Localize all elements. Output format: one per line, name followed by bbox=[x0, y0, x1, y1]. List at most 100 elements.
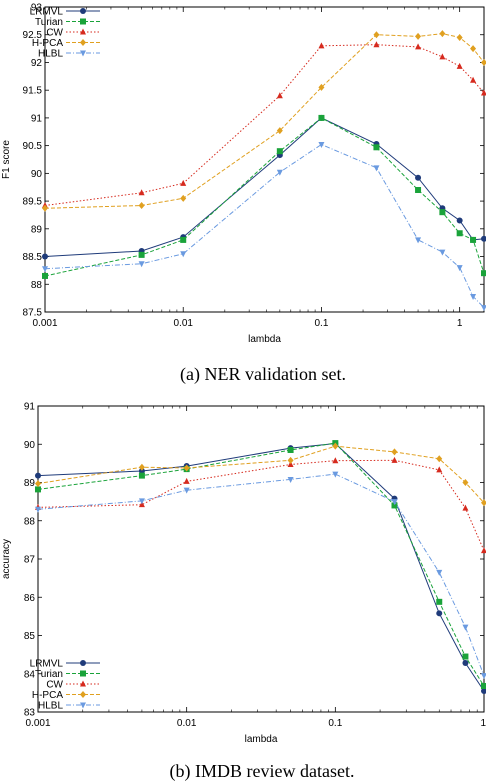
imdb-data-point bbox=[462, 479, 469, 486]
imdb-data-point bbox=[436, 569, 443, 576]
imdb-data-point bbox=[391, 499, 398, 506]
ner-data-point bbox=[42, 253, 48, 260]
ner-data-point bbox=[415, 43, 422, 50]
ner-data-point bbox=[470, 236, 477, 243]
ner-data-point bbox=[373, 165, 380, 172]
imdb-ytick-label: 90 bbox=[24, 440, 36, 451]
imdb-legend-marker bbox=[80, 660, 86, 666]
ner-data-point bbox=[456, 265, 463, 272]
ner-ytick-label: 92 bbox=[31, 58, 43, 69]
imdb-data-point bbox=[138, 468, 145, 475]
imdb-legend-marker bbox=[80, 691, 86, 698]
ner-ytick-label: 89 bbox=[31, 224, 43, 235]
ner-data-point bbox=[318, 114, 325, 121]
ner-y-axis-label: F1 score bbox=[1, 140, 12, 179]
imdb-legend-marker bbox=[80, 680, 86, 687]
ner-xtick-label: 0.01 bbox=[173, 318, 193, 329]
ner-ytick-label: 89.5 bbox=[23, 197, 43, 208]
imdb-x-axis-label: lambda bbox=[245, 734, 278, 745]
imdb-legend-label: LRMVL bbox=[30, 659, 64, 670]
ner-x-axis-label: lambda bbox=[248, 334, 281, 345]
ner-data-point bbox=[276, 169, 283, 176]
ner-ytick-label: 87.5 bbox=[23, 308, 43, 319]
ner-data-point bbox=[439, 30, 446, 38]
imdb-series-line bbox=[37, 473, 485, 676]
imdb-data-point bbox=[35, 480, 41, 488]
ner-data-point bbox=[138, 202, 145, 210]
imdb-legend-label: HLBL bbox=[38, 701, 63, 712]
ner-data-point bbox=[373, 144, 380, 151]
imdb-series-line bbox=[37, 442, 485, 687]
imdb-ytick-label: 88 bbox=[24, 516, 36, 527]
ner-data-point bbox=[276, 127, 283, 135]
imdb-data-point bbox=[35, 472, 41, 479]
imdb-data-point bbox=[332, 442, 339, 450]
imdb-legend-label: H-PCA bbox=[32, 690, 63, 701]
imdb-ytick-label: 83 bbox=[24, 708, 36, 719]
ner-plot-frame bbox=[44, 6, 485, 313]
ner-series-line bbox=[44, 44, 485, 206]
ner-data-point bbox=[42, 204, 48, 212]
ner-data-point bbox=[42, 266, 48, 273]
imdb-data-point bbox=[183, 477, 190, 484]
imdb-data-point bbox=[391, 502, 398, 509]
imdb-data-point bbox=[138, 463, 145, 471]
imdb-data-point bbox=[183, 464, 190, 472]
ner-data-point bbox=[180, 194, 187, 202]
imdb-data-point bbox=[436, 610, 443, 617]
imdb-data-point bbox=[462, 504, 469, 511]
ner-xtick-label: 0.001 bbox=[32, 318, 57, 329]
ner-series-line bbox=[44, 33, 485, 209]
ner-data-point bbox=[481, 235, 486, 242]
imdb-ytick-label: 91 bbox=[24, 402, 36, 413]
imdb-xtick-label: 0.01 bbox=[177, 718, 197, 729]
imdb-series-h-pca bbox=[35, 442, 486, 507]
ner-ytick-label: 92.5 bbox=[23, 30, 43, 41]
ner-caption: (a) NER validation set. bbox=[180, 364, 346, 385]
imdb-legend-label: CW bbox=[46, 680, 63, 691]
imdb-data-point bbox=[183, 487, 190, 494]
ner-series-cw bbox=[42, 41, 486, 209]
imdb-data-point bbox=[436, 466, 443, 473]
ner-legend-marker bbox=[80, 39, 86, 46]
ner-legend-label: Turian bbox=[35, 17, 63, 28]
ner-ytick-label: 88 bbox=[31, 280, 43, 291]
imdb-data-point bbox=[481, 673, 486, 680]
ner-xtick-label: 0.1 bbox=[314, 318, 328, 329]
ner-data-point bbox=[42, 272, 48, 279]
ner-data-point bbox=[470, 293, 477, 300]
imdb-series-lrmvl bbox=[35, 440, 486, 694]
imdb-series-cw bbox=[35, 456, 486, 554]
imdb-data-point bbox=[287, 476, 294, 483]
ner-data-point bbox=[456, 62, 463, 69]
imdb-data-point bbox=[332, 457, 339, 464]
ner-legend-marker bbox=[80, 18, 86, 25]
imdb-series-line bbox=[37, 445, 485, 504]
ner-legend-marker bbox=[80, 8, 86, 14]
imdb-data-point bbox=[287, 461, 294, 468]
ner-data-point bbox=[456, 230, 463, 237]
imdb-data-point bbox=[287, 446, 294, 453]
ner-data-point bbox=[276, 148, 283, 155]
imdb-xtick-label: 0.1 bbox=[328, 718, 342, 729]
imdb-legend-marker bbox=[80, 670, 86, 677]
ner-data-point bbox=[481, 270, 486, 277]
ner-legend-label: HLBL bbox=[38, 49, 63, 60]
imdb-series-hlbl bbox=[35, 471, 486, 680]
ner-data-point bbox=[481, 58, 486, 66]
imdb-data-point bbox=[35, 486, 41, 493]
ner-data-point bbox=[439, 53, 446, 60]
ner-data-point bbox=[318, 142, 325, 149]
ner-data-point bbox=[470, 76, 477, 83]
imdb-data-point bbox=[138, 472, 145, 479]
ner-series-turian bbox=[42, 114, 486, 279]
ner-data-point bbox=[415, 174, 422, 181]
imdb-ytick-label: 87 bbox=[24, 555, 36, 566]
imdb-y-axis-label: accuracy bbox=[1, 539, 12, 579]
ner-data-point bbox=[456, 34, 463, 41]
ner-data-point bbox=[373, 31, 380, 39]
imdb-data-point bbox=[391, 456, 398, 463]
imdb-data-point bbox=[462, 653, 469, 660]
